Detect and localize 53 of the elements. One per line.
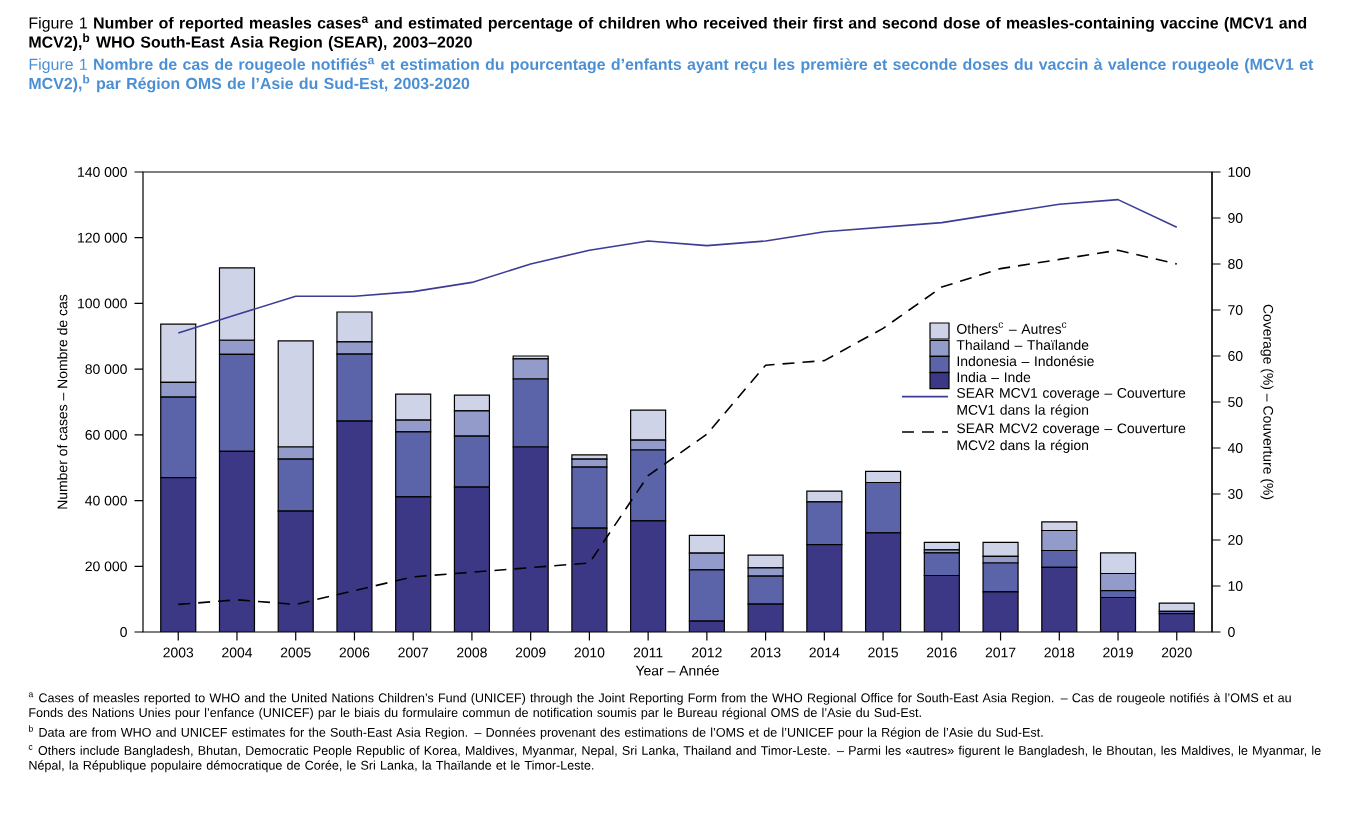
x-axis-title: Year – Année: [635, 665, 719, 676]
y-tick-label: 40 000: [85, 495, 127, 506]
y2-tick-label: 10: [1228, 581, 1243, 591]
y2-tick-label: 20: [1228, 535, 1243, 545]
legend-label: Others$^{c}$ – Autres$^{c}$: [957, 322, 1067, 334]
y-axis-title: Number of cases – Nombre de cas: [57, 294, 68, 509]
y2-tick-label: 40: [1227, 443, 1243, 453]
y-tick-label: 80 000: [85, 364, 127, 375]
legend-label: India – Inde: [957, 371, 1031, 383]
y2-tick-label: 30: [1228, 489, 1243, 499]
bar: [1158, 602, 1195, 612]
legend-label: Thailand – Thaïlande: [956, 339, 1089, 350]
x-tick-label: 2012: [692, 647, 722, 658]
x-tick-label: 2014: [809, 647, 840, 658]
y2-tick-label: 90: [1228, 213, 1243, 223]
y2-tick-label: 80: [1228, 259, 1243, 269]
x-tick-label: 2006: [339, 647, 370, 658]
legend-label: Indonesia – Indonésie: [957, 355, 1094, 367]
y2-tick-label: 100: [1228, 167, 1251, 177]
y-tick-label: 0: [120, 627, 127, 637]
x-tick-label: 2007: [398, 647, 428, 658]
bar: [982, 541, 1019, 558]
y-tick-label: 20 000: [85, 561, 127, 572]
x-tick-label: 2018: [1044, 647, 1075, 658]
y2-tick-label: 60: [1228, 351, 1243, 361]
y2-tick-label: 50: [1228, 397, 1243, 407]
x-tick-label: 2009: [515, 647, 546, 658]
y-tick-label: 120 000: [78, 232, 127, 243]
x-tick-label: 2019: [1103, 647, 1133, 658]
x-tick-label: 2008: [457, 647, 487, 658]
x-tick-label: 2003: [163, 647, 194, 658]
y-tick-label: 60 000: [85, 429, 127, 440]
x-tick-label: 2011: [633, 647, 663, 658]
y-tick-label: 100 000: [78, 298, 127, 309]
legend-label: SEAR MCV1 coverage – Couverture MCV1 dans la région: [957, 388, 1186, 418]
x-tick-label: 2016: [926, 647, 957, 658]
legend-label: SEAR MCV2 coverage – Couverture MCV2 dans la région: [957, 423, 1186, 453]
text: Figure 1 Nombre de cas de rougeole notifiés$^{a}$ et estimation du pourcentage d’enfants ayant reçu les première et seconde doses du vaccin à valence rougeole (MCV1 et MCV2),$^{b}$ par Région OMS de l’Asie du Sud-Est, 2003-2020: [29, 57, 1314, 93]
x-tick-label: 2020: [1161, 647, 1192, 658]
x-tick-label: 2005: [280, 647, 311, 658]
x-tick-label: 2015: [868, 647, 898, 658]
x-tick-label: 2010: [574, 647, 605, 658]
x-tick-label: 2004: [222, 647, 253, 658]
text: $^{c}$ Others include Bangladesh, Bhutan, Democratic People Republic of Korea, Maldives, Myanmar, Nepal, Sri Lanka, Thailand and Timor-Leste. – Parmi les «autres» figurent le Bangladesh, le Bhoutan, les Maldives, le Myanmar, le Népal, la République populaire démocratique de Corée, le Sri Lanka, la Thaïlande et le Timor-Leste.: [28, 745, 1321, 773]
text: $^{b}$ Data are from WHO and UNICEF estimates for the South-East Asia Region. – Données provenant des estimations de l’OMS et de l’UNICEF pour la Région de l’Asie du Sud-Est.: [28, 725, 1043, 740]
y-tick-label: 140 000: [78, 167, 127, 177]
x-tick-label: 2013: [750, 647, 781, 658]
y2-tick-label: 0: [1228, 627, 1235, 637]
text: $^{a}$ Cases of measles reported to WHO and the United Nations Children’s Fund (UNICEF) through the Joint Reporting Form from the WHO Regional Office for South-East Asia Region. – Cas de rougeole notifiés à l’OMS et au Fonds des Nations Unies pour l’enfance (UNICEF) par le biais du formulaire commun de notification soumis par le Bureau régional OMS de l’Asie du Sud-Est.: [28, 692, 1291, 720]
chart-title: Figure 1 Number of reported measles cases$^{a}$ and estimated percentage of children who received their first and second dose of measles-containing vaccine (MCV1 and MCV2),$^{b}$ WHO South-East Asia Region (SEAR), 2003–2020: [29, 16, 1307, 51]
y2-tick-label: 70: [1228, 305, 1243, 315]
x-tick-label: 2017: [985, 647, 1016, 658]
y2-axis-title: Coverage (%) – Couverture (%): [1260, 304, 1274, 500]
